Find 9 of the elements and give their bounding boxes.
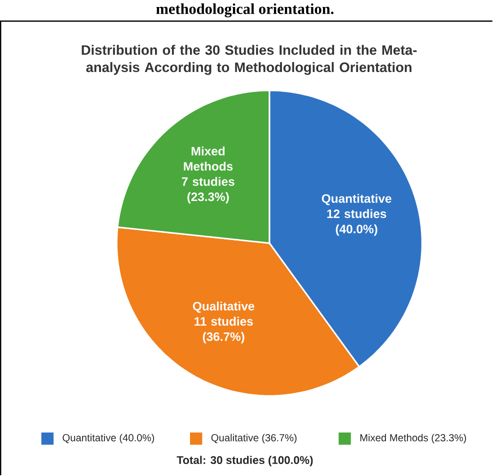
legend-label: Qualitative (36.7%): [211, 434, 297, 444]
chart-title: Distribution of the 30 Studies Included in the Meta-analysis According to Methodological Orientation: [82, 44, 417, 75]
text: Total: 30 studies (100.0%): [176, 456, 313, 466]
text: methodological orientation.: [156, 3, 334, 18]
data-label: Quantitative 12 studies (40.0%): [322, 194, 392, 236]
data-label: Qualitative 11 studies (36.7%): [192, 302, 254, 344]
data-label: Mixed Methods 7 studies (23.3%): [182, 146, 234, 204]
legend-label: Quantitative (40.0%): [62, 434, 154, 444]
legend-label: Mixed Methods (23.3%): [360, 434, 466, 444]
